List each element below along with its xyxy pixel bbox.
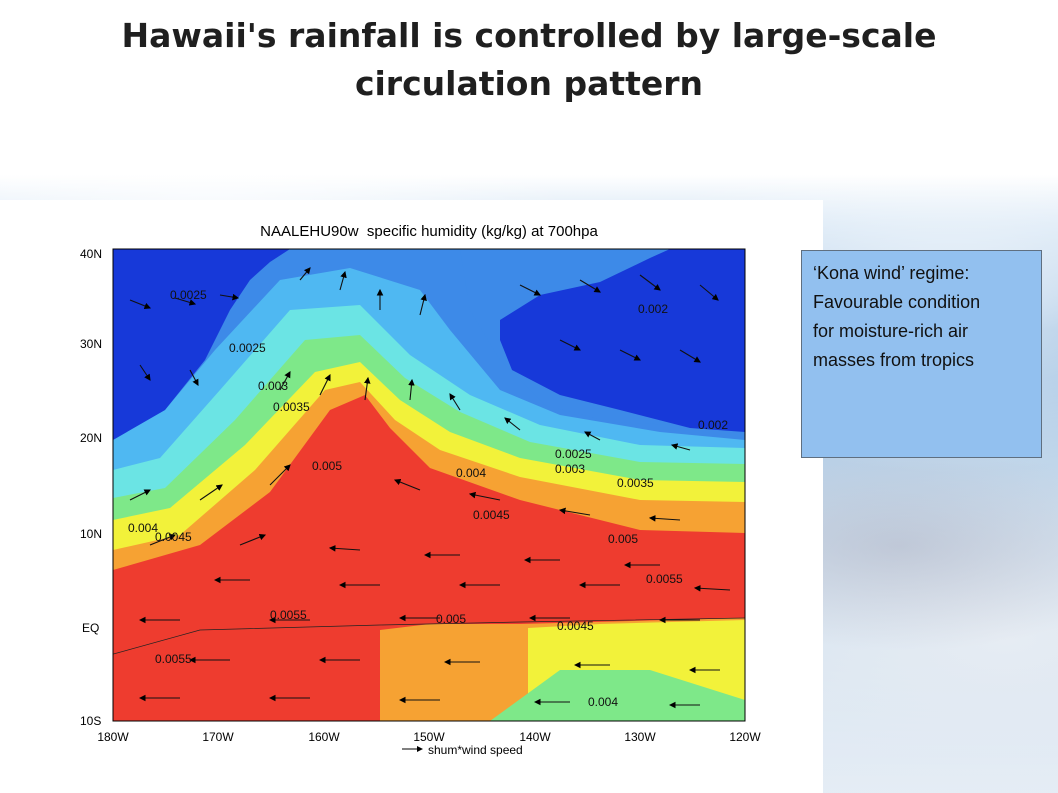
contour-label: 0.0045: [155, 530, 192, 544]
contour-label: 0.0035: [273, 400, 310, 414]
plot-frame: [112, 248, 746, 722]
contour-label: 0.004: [128, 521, 158, 535]
contour-label: 0.0055: [646, 572, 683, 586]
contour-label: 0.0025: [555, 447, 592, 461]
contour-label: 0.005: [436, 612, 466, 626]
y-axis-ticks: 40N 30N 20N 10N EQ 10S: [80, 247, 102, 728]
note-line: for moisture-rich air: [813, 321, 969, 341]
x-axis-ticks: 180W 170W 160W 150W 140W 130W 120W: [97, 730, 761, 744]
contour-label: 0.003: [258, 379, 288, 393]
contour-label: 0.0025: [229, 341, 266, 355]
y-tick-label: 30N: [80, 337, 102, 351]
kona-wind-note: ‘Kona wind’ regime: Favourable condition…: [801, 250, 1042, 458]
note-line: ‘Kona wind’ regime:: [813, 263, 970, 283]
y-tick-label: 40N: [80, 247, 102, 261]
contour-label: 0.002: [638, 302, 668, 316]
band-lt-0-002-ne-core: [500, 249, 745, 432]
contour-label: 0.002: [698, 418, 728, 432]
y-tick-label: 20N: [80, 431, 102, 445]
humidity-map-figure: NAALEHU90w specific humidity (kg/kg) at …: [0, 200, 823, 793]
band-0-004-south-edge: [490, 670, 745, 721]
y-tick-label: EQ: [82, 621, 99, 635]
contour-label: 0.0055: [155, 652, 192, 666]
x-tick-label: 140W: [519, 730, 551, 744]
y-tick-label: 10S: [80, 714, 101, 728]
humidity-contour-fill: [113, 249, 745, 721]
wind-vectors: [129, 267, 731, 709]
contour-label: 0.0045: [473, 508, 510, 522]
band-0-0045-east: [113, 617, 745, 655]
figure-title: NAALEHU90w specific humidity (kg/kg) at …: [260, 223, 598, 240]
x-tick-label: 180W: [97, 730, 129, 744]
note-line: masses from tropics: [813, 350, 975, 370]
y-tick-label: 10N: [80, 527, 102, 541]
x-tick-label: 160W: [308, 730, 340, 744]
contour-label: 0.0035: [617, 476, 654, 490]
x-tick-label: 130W: [624, 730, 656, 744]
band-lt-0-002-nw: [113, 249, 290, 440]
contour-labels: 0.0025 0.002 0.0025 0.003 0.0035 0.002 0…: [128, 288, 728, 709]
note-line: Favourable condition: [813, 292, 981, 312]
contour-label: 0.003: [555, 462, 585, 476]
contour-label: 0.005: [312, 459, 342, 473]
contour-label: 0.0055: [270, 608, 307, 622]
contour-label: 0.004: [456, 466, 486, 480]
x-tick-label: 150W: [413, 730, 445, 744]
slide-title: Hawaii's rainfall is controlled by large…: [121, 16, 937, 103]
x-tick-label: 120W: [729, 730, 761, 744]
legend-label: shum*wind speed: [428, 743, 523, 757]
vector-legend: shum*wind speed: [402, 743, 523, 757]
contour-label: 0.004: [588, 695, 618, 709]
contour-label: 0.005: [608, 532, 638, 546]
contour-label: 0.0025: [170, 288, 207, 302]
x-tick-label: 170W: [202, 730, 234, 744]
contour-label: 0.0045: [557, 619, 594, 633]
